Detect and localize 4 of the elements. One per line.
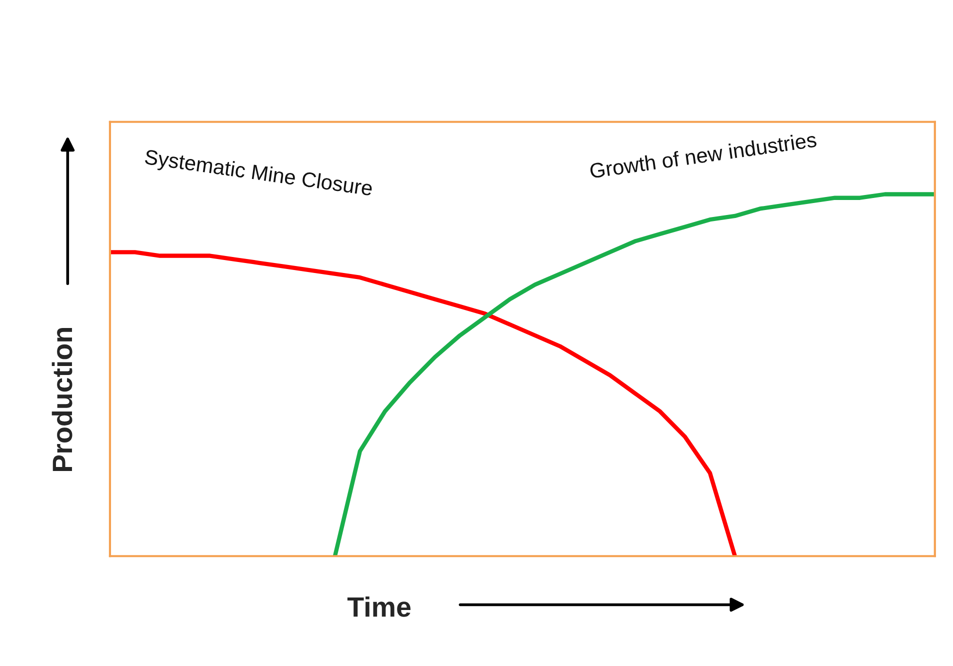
x-axis-title: Time: [347, 596, 411, 617]
y-axis-title: Production: [52, 328, 72, 472]
text: Systematic Mine Closure: [144, 148, 373, 200]
text: Growth of new industries: [589, 132, 817, 178]
